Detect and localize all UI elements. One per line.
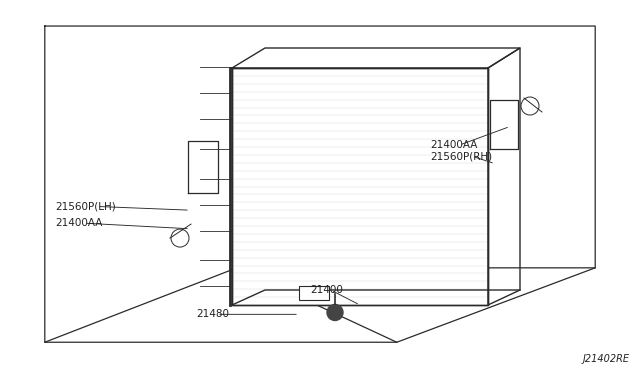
Text: 21400AA: 21400AA: [55, 218, 102, 228]
Text: 21560P(LH): 21560P(LH): [55, 202, 116, 211]
Text: 21400: 21400: [310, 285, 343, 295]
Circle shape: [171, 229, 189, 247]
FancyBboxPatch shape: [299, 286, 329, 301]
Circle shape: [521, 97, 539, 115]
Text: 21480: 21480: [196, 310, 229, 319]
Circle shape: [327, 304, 343, 321]
Text: J21402RE: J21402RE: [583, 354, 630, 364]
Polygon shape: [232, 68, 488, 305]
Text: 21560P(RH): 21560P(RH): [430, 151, 492, 161]
Text: 21400AA: 21400AA: [430, 140, 477, 150]
